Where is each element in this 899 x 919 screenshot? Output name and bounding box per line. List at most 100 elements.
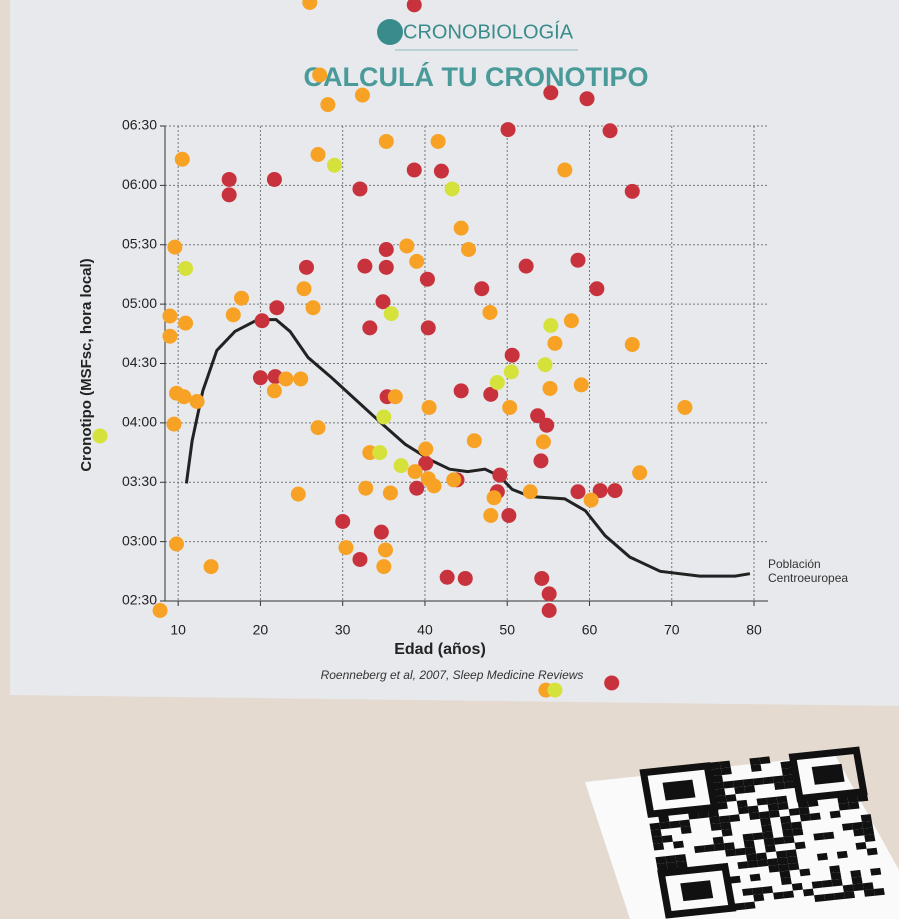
qr-cell <box>744 846 757 855</box>
sticker <box>162 308 178 324</box>
qr-cell <box>747 860 759 869</box>
qr-cell <box>693 845 706 854</box>
qr-cell <box>833 892 846 900</box>
qr-cell <box>855 842 867 850</box>
qr-cell <box>758 811 770 819</box>
qr-cell <box>751 887 764 895</box>
sticker <box>534 570 550 586</box>
qr-cell <box>707 809 720 818</box>
qr-cell <box>716 801 728 810</box>
qr-cell <box>743 840 755 848</box>
qr-cell <box>799 868 811 877</box>
qr-cell <box>752 777 765 786</box>
sticker <box>500 122 516 138</box>
y-tick-label: 06:00 <box>122 176 157 192</box>
qr-cell <box>651 836 663 844</box>
sticker <box>162 328 178 344</box>
sticker <box>382 485 398 501</box>
qr-cell <box>798 806 810 815</box>
sticker <box>358 480 374 496</box>
qr-cell <box>775 850 788 859</box>
sticker <box>326 157 342 173</box>
qr-cell <box>734 902 746 911</box>
sticker <box>418 441 434 457</box>
sticker <box>152 603 168 618</box>
sticker <box>503 364 519 380</box>
qr-cell <box>774 782 786 790</box>
y-axis-label: Cronotipo (MSFsc, hora local) <box>78 258 95 471</box>
qr-cell <box>676 860 688 869</box>
qr-cell <box>848 801 860 810</box>
sticker <box>406 0 422 13</box>
sticker <box>378 242 394 257</box>
sticker <box>632 465 648 481</box>
qr-cell <box>860 814 872 822</box>
sticker <box>504 347 520 363</box>
sticker <box>446 472 462 488</box>
qr-cell <box>847 795 859 803</box>
qr-cell <box>809 812 821 821</box>
sticker <box>310 147 326 162</box>
qr-cell <box>729 875 741 884</box>
qr-finder <box>639 762 719 818</box>
y-tick-label: 05:00 <box>122 295 157 311</box>
sticker <box>461 242 477 257</box>
sticker <box>406 162 422 178</box>
qr-cell <box>753 893 765 902</box>
qr-cell <box>779 870 791 879</box>
x-tick-label: 50 <box>499 622 515 638</box>
qr-cell <box>853 828 865 837</box>
sticker <box>221 187 237 203</box>
sticker <box>530 408 546 424</box>
qr-cell <box>781 822 793 831</box>
qr-cell <box>714 788 726 797</box>
sticker <box>393 458 409 474</box>
y-tick-label: 04:30 <box>122 354 157 370</box>
sticker <box>583 492 599 508</box>
qr-cell <box>862 882 874 891</box>
qr-cell <box>767 858 779 866</box>
qr-cell <box>679 819 691 828</box>
qr-cell <box>788 862 800 871</box>
sticker <box>592 483 608 499</box>
sticker <box>362 320 378 336</box>
qr-cell <box>734 847 747 856</box>
sticker <box>457 570 473 586</box>
sticker <box>278 371 294 387</box>
qr-cell <box>736 799 748 808</box>
qr-cell <box>719 815 731 824</box>
qr-cell <box>785 849 797 858</box>
qr-cell <box>723 780 735 789</box>
sticker <box>518 258 534 274</box>
qr-cell <box>749 873 761 882</box>
qr-cell <box>787 856 799 864</box>
sticker <box>296 281 312 297</box>
qr-cell <box>650 829 662 838</box>
chart-title: CALCULÁ TU CRONOTIPO <box>304 61 649 92</box>
qr-cell <box>743 778 755 787</box>
qr-cell <box>725 848 737 857</box>
qr-cell <box>762 776 775 785</box>
sticker <box>174 151 190 167</box>
qr-cell <box>843 891 856 899</box>
qr-cell <box>873 887 885 896</box>
qr-cell <box>720 822 732 830</box>
qr-cell <box>791 882 803 891</box>
qr-cell <box>709 761 721 770</box>
qr-cell <box>802 888 815 897</box>
sticker <box>537 357 553 373</box>
qr-cell <box>792 828 804 836</box>
qr-cell <box>709 816 721 825</box>
qr-cell <box>773 891 785 900</box>
qr-cell <box>816 852 829 861</box>
x-tick-label: 20 <box>253 622 269 638</box>
x-tick-label: 60 <box>582 622 598 638</box>
sticker <box>420 320 436 336</box>
qr-finder <box>788 746 868 803</box>
qr-cell <box>799 813 811 822</box>
y-tick-label: 03:00 <box>122 532 157 548</box>
qr-cell <box>675 854 687 862</box>
qr-cell <box>737 861 749 870</box>
qr-cell <box>778 863 790 872</box>
